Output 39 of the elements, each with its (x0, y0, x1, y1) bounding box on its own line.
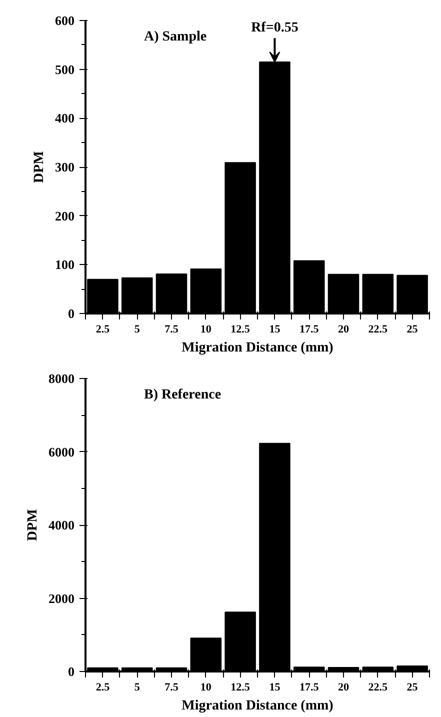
y-tick-label: 600 (55, 13, 74, 28)
x-tick-label: 22.5 (368, 324, 388, 336)
y-tick-label: 400 (55, 110, 74, 126)
y-axis-title: DPM (26, 509, 40, 541)
x-tick-label: 2.5 (96, 682, 110, 694)
y-tick-label: 0 (68, 664, 74, 679)
x-tick-label: 5 (134, 324, 140, 336)
x-axis-title: Migration Distance (mm) (182, 340, 334, 356)
x-tick-label: 22.5 (368, 682, 388, 694)
y-axis-title: DPM (32, 151, 47, 183)
y-tick-label: 2000 (48, 590, 74, 606)
text: A) Sample (144, 29, 207, 44)
y-tick-label: 4000 (48, 518, 74, 532)
x-tick-label: 7.5 (164, 324, 179, 336)
y-tick-label: 300 (55, 160, 74, 174)
x-tick-label: 17.5 (299, 324, 320, 336)
x-tick-label: 25 (406, 324, 418, 336)
y-tick-label: 8000 (48, 371, 74, 386)
y-tick-label: 6000 (48, 444, 74, 460)
y-tick-label: 100 (55, 257, 74, 272)
x-tick-label: 20 (338, 682, 350, 694)
x-tick-label: 20 (338, 324, 350, 336)
x-tick-label: 15 (269, 682, 281, 694)
y-tick-label: 500 (55, 62, 74, 77)
x-tick-label: 15 (269, 324, 281, 336)
x-tick-label: 17.5 (299, 682, 320, 694)
x-tick-label: 10 (200, 682, 212, 694)
x-axis-title: Migration Distance (mm) (182, 698, 334, 714)
x-tick-label: 10 (200, 324, 212, 336)
x-tick-label: 12.5 (230, 682, 250, 694)
x-tick-label: 5 (134, 682, 140, 694)
text: B) Reference (144, 387, 222, 402)
x-tick-label: 7.5 (164, 682, 179, 694)
annotation: Rf=0.55 (251, 20, 298, 36)
x-tick-label: 2.5 (96, 324, 110, 336)
y-tick-label: 200 (55, 208, 74, 224)
x-tick-label: 12.5 (230, 324, 250, 336)
y-tick-label: 0 (68, 306, 74, 321)
x-tick-label: 25 (406, 682, 418, 694)
